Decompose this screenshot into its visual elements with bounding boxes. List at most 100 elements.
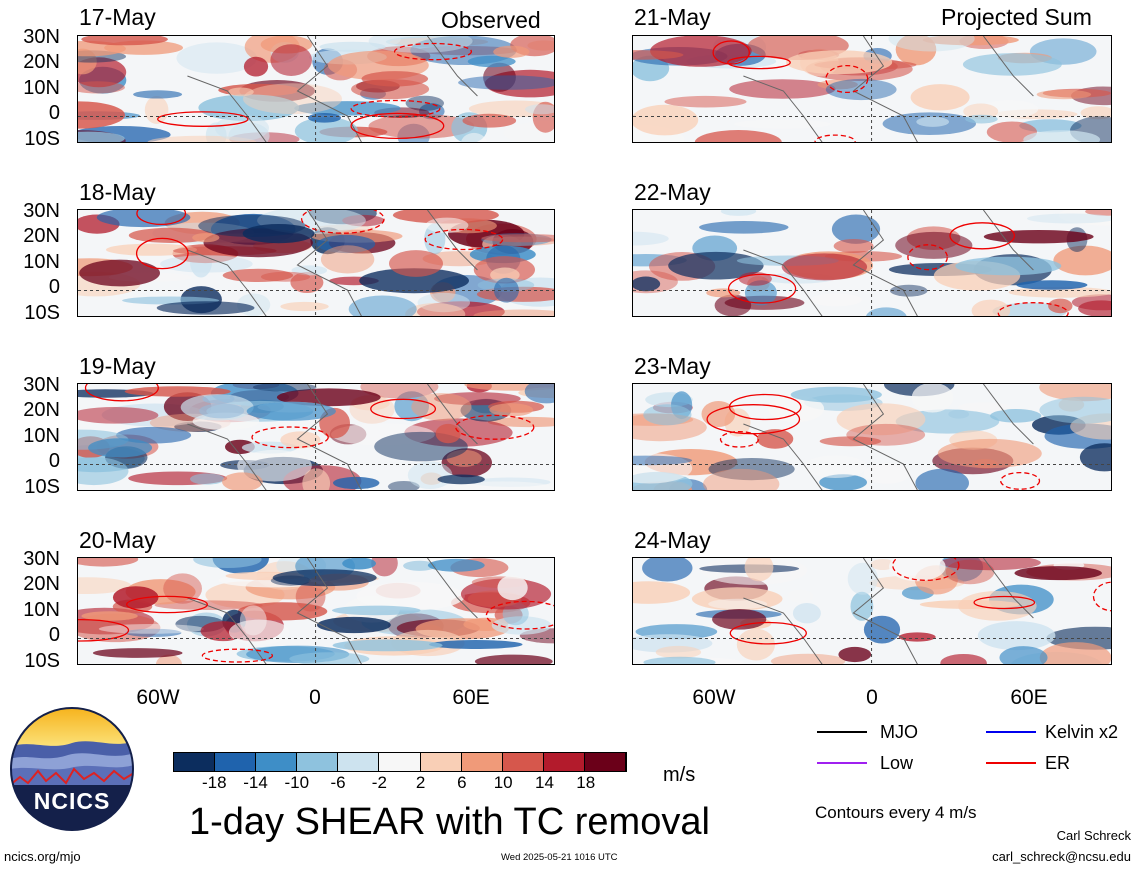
colorbar-tick-label: -10	[284, 773, 310, 792]
shading-blob	[870, 559, 895, 570]
footer-url: ncics.org/mjo	[4, 849, 81, 864]
date-label-8: 24-May	[634, 527, 711, 553]
er-contour	[424, 228, 504, 251]
shading-blob	[81, 36, 168, 46]
er-contour	[727, 273, 797, 304]
er-contour	[350, 99, 441, 118]
shading-blob	[125, 628, 182, 637]
shading-blob	[847, 562, 878, 595]
shading-blob	[489, 403, 534, 417]
legend-mjo-label: MJO	[880, 722, 918, 742]
shading-blob	[940, 654, 987, 664]
shading-blob	[720, 210, 757, 216]
colorbar-swatch	[461, 753, 503, 771]
shading-blob	[392, 210, 499, 224]
shading-blob	[792, 603, 821, 624]
shading-blob	[977, 621, 1056, 651]
er-contour	[370, 398, 437, 420]
shading-blob	[668, 251, 764, 280]
date-label-1: 17-May	[79, 4, 156, 30]
shading-blob	[955, 256, 1062, 276]
lon-label-0-right: 0	[866, 686, 878, 709]
map-panel-projected-4	[632, 557, 1112, 665]
shading-blob	[971, 299, 1011, 316]
shading-blob	[332, 639, 443, 652]
shading-blob	[124, 386, 231, 397]
lat-label: 30N	[23, 200, 60, 222]
shading-blob	[156, 301, 255, 315]
shading-blob	[819, 436, 882, 447]
shading-blob	[650, 36, 752, 67]
shading-blob	[154, 600, 263, 610]
shading-blob	[1078, 300, 1111, 316]
footer-timestamp: Wed 2025-05-21 1016 UTC	[501, 852, 618, 863]
er-contour	[251, 426, 329, 449]
shading-blob	[911, 384, 954, 413]
map-panel-projected-3	[632, 383, 1112, 491]
shading-blob	[633, 50, 684, 60]
shading-blob	[986, 121, 1037, 142]
colorbar-tick-label: 18	[576, 773, 596, 792]
er-contour	[136, 210, 187, 226]
shading-blob	[1008, 286, 1111, 298]
lat-label: 0	[48, 624, 60, 646]
er-contour	[706, 404, 801, 435]
shading-blob	[831, 214, 881, 244]
shading-blob	[78, 131, 125, 142]
colorbar-swatch	[174, 753, 216, 771]
shading-blob	[490, 267, 520, 283]
er-contour	[84, 384, 159, 402]
shading-blob	[734, 119, 831, 129]
er-contour	[350, 112, 445, 140]
shading-blob	[280, 431, 321, 449]
shading-blob	[180, 394, 254, 421]
colorbar-tick-label: -2	[371, 773, 387, 792]
colorbar-swatch	[584, 753, 627, 771]
shading-blob	[198, 94, 299, 121]
lat-label: 10N	[23, 599, 60, 621]
shading-blob	[1085, 210, 1111, 216]
shading-blob	[838, 646, 872, 663]
colorbar-swatch	[297, 753, 339, 771]
shading-blob	[1023, 130, 1101, 142]
shading-blob	[810, 293, 862, 307]
shading-blob	[411, 393, 472, 421]
shading-blob	[252, 384, 317, 392]
colorbar-swatch	[543, 753, 585, 771]
shading-blob	[192, 233, 220, 243]
shear-map	[78, 558, 554, 664]
shading-blob	[237, 449, 312, 482]
shading-blob	[633, 276, 661, 292]
er-contour	[973, 595, 1036, 610]
shading-blob	[193, 558, 262, 568]
author-name: Carl Schreck	[1056, 828, 1131, 843]
shading-blob	[642, 558, 693, 582]
lat-label: 0	[48, 276, 60, 298]
shading-blob	[356, 581, 465, 611]
er-contour	[825, 64, 869, 94]
shading-blob	[128, 227, 214, 243]
shading-blob	[270, 44, 312, 76]
shading-blob	[1039, 384, 1111, 402]
shading-blob	[467, 55, 516, 68]
shading-blob	[473, 309, 554, 316]
shading-blob	[833, 239, 874, 253]
shading-blob	[215, 115, 269, 141]
shading-blob	[787, 589, 814, 604]
shear-map	[633, 558, 1111, 664]
map-panel-observed-2	[77, 209, 555, 317]
shading-blob	[729, 79, 836, 99]
shading-blob	[487, 416, 554, 428]
shading-blob	[836, 403, 926, 436]
shading-blob	[333, 476, 380, 490]
lat-label: 10S	[24, 650, 60, 672]
shading-blob	[633, 455, 693, 466]
map-panel-projected-1	[632, 35, 1112, 143]
main-title: 1-day SHEAR with TC removal	[189, 801, 710, 843]
shading-blob	[92, 648, 183, 658]
shading-blob	[770, 653, 846, 664]
er-contour	[814, 134, 856, 142]
shading-blob	[295, 581, 326, 612]
shading-blob	[461, 132, 487, 142]
coastline	[743, 384, 1034, 490]
